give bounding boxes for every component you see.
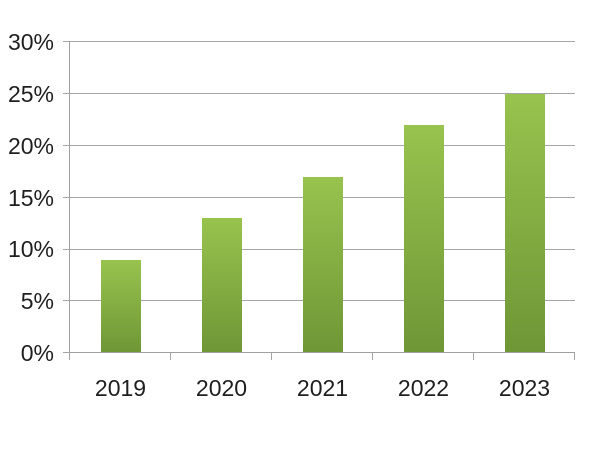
bar-2023 <box>504 93 545 353</box>
y-axis-tick <box>63 41 70 43</box>
y-axis-label: 10% <box>7 236 54 263</box>
y-axis-tick <box>63 144 70 146</box>
x-axis-tick <box>271 353 273 360</box>
y-axis-tick <box>63 248 70 250</box>
x-axis-tick <box>170 353 172 360</box>
gridline <box>70 93 575 95</box>
y-axis-tick <box>63 93 70 95</box>
x-axis-label: 2020 <box>195 375 248 401</box>
y-axis-label: 15% <box>7 184 54 211</box>
x-axis-tick <box>69 353 71 360</box>
y-axis-tick <box>63 196 70 198</box>
gridline <box>70 41 575 43</box>
y-axis-tick <box>63 300 70 302</box>
gridline <box>70 144 575 146</box>
y-axis-tick <box>63 352 70 354</box>
y-axis-label: 20% <box>7 132 54 159</box>
x-axis-label: 2023 <box>498 375 551 401</box>
bar-2019 <box>100 259 141 353</box>
x-axis-line <box>70 352 575 354</box>
bar-2021 <box>302 176 343 353</box>
y-axis-line <box>69 42 71 360</box>
y-axis-label: 25% <box>7 80 54 107</box>
x-axis-label: 2019 <box>94 375 147 401</box>
x-axis-tick <box>473 353 475 360</box>
x-axis-label: 2021 <box>296 375 349 401</box>
x-axis-label: 2022 <box>397 375 450 401</box>
y-axis-label: 0% <box>20 340 54 366</box>
bar-2020 <box>201 218 242 353</box>
y-axis-label: 5% <box>20 288 54 315</box>
y-axis-label: 30% <box>7 29 54 55</box>
x-axis-tick <box>574 353 576 360</box>
x-axis-tick <box>372 353 374 360</box>
bar-2022 <box>403 124 444 353</box>
